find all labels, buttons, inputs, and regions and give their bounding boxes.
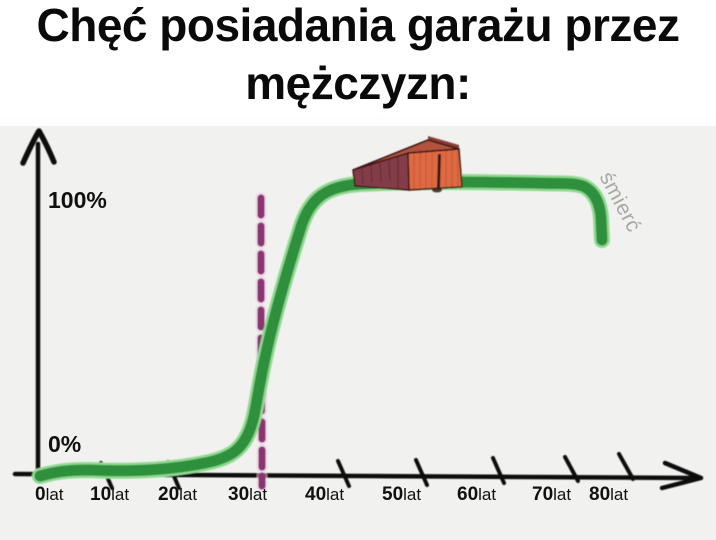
svg-text:40lat: 40lat: [305, 484, 344, 505]
svg-text:0%: 0%: [48, 431, 81, 457]
svg-text:0lat: 0lat: [35, 484, 64, 505]
svg-text:10lat: 10lat: [90, 484, 129, 505]
svg-text:20lat: 20lat: [158, 484, 197, 505]
svg-text:100%: 100%: [48, 187, 107, 213]
svg-text:80lat: 80lat: [589, 484, 628, 505]
svg-text:60lat: 60lat: [457, 484, 496, 505]
svg-text:30lat: 30lat: [228, 484, 267, 505]
svg-text:50lat: 50lat: [382, 484, 421, 505]
svg-text:70lat: 70lat: [532, 484, 571, 505]
